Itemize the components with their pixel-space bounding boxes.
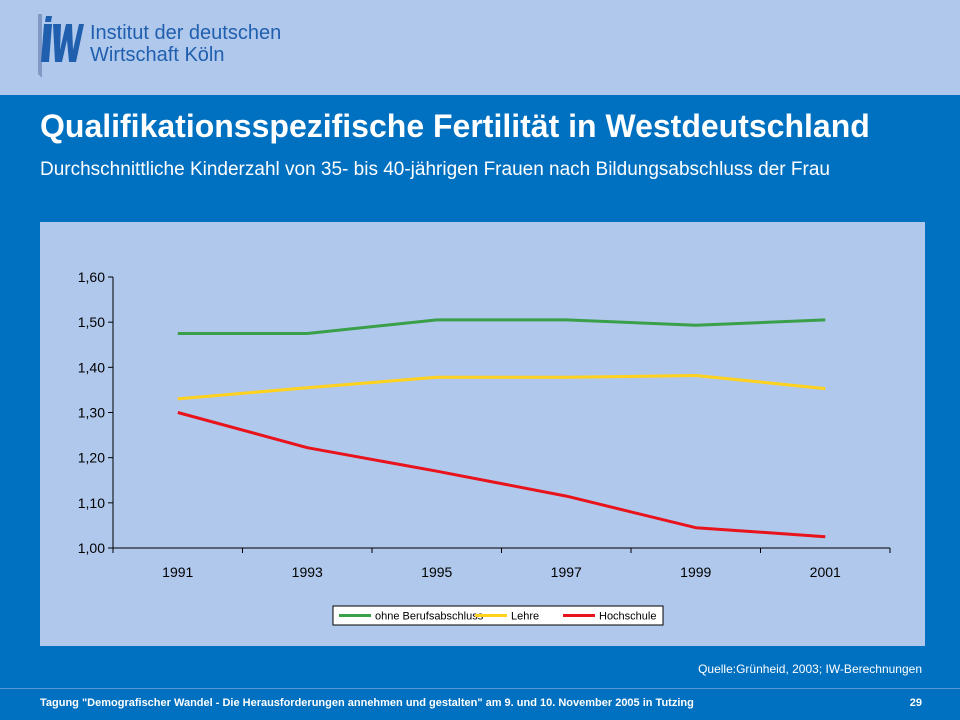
logo-text: Institut der deutschen Wirtschaft Köln (90, 22, 281, 66)
y-tick-label: 1,00 (78, 540, 105, 556)
legend-label-2: Lehre (511, 611, 539, 623)
y-tick-label: 1,60 (78, 269, 105, 285)
y-tick-label: 1,10 (78, 495, 105, 511)
series-line-2 (177, 374, 826, 401)
logo-line1: Institut der deutschen (90, 22, 282, 44)
x-tick-label: 1995 (421, 564, 452, 580)
series-line-3 (177, 411, 826, 539)
chart-panel: 1,00 1,10 1,20 1,30 1,40 1,50 1,60 1991 1993 1995… (40, 222, 925, 646)
legend-label-3: Hochschule (599, 611, 656, 623)
series-line-1 (177, 318, 826, 335)
x-tick-label: 1991 (162, 564, 193, 580)
page-title: Qualifikationsspezifische Fertilität in … (40, 108, 870, 144)
x-tick-label: 2001 (810, 564, 841, 580)
page-subtitle: Durchschnittliche Kinderzahl von 35- bis… (40, 159, 830, 180)
y-tick-label: 1,40 (78, 359, 105, 375)
x-tick-label: 1993 (292, 564, 323, 580)
y-tick-label: 1,50 (78, 314, 105, 330)
line-chart: 1,00 1,10 1,20 1,30 1,40 1,50 1,60 1991 1993 1995… (78, 269, 891, 626)
page-number: 29 (909, 697, 922, 709)
footer-text: Tagung "Demografischer Wandel - Die Hera… (40, 697, 694, 709)
y-tick-label: 1,30 (78, 405, 105, 421)
y-tick-label: 1,20 (78, 450, 105, 466)
x-tick-label: 1999 (680, 564, 711, 580)
header-band: Institut der deutschen Wirtschaft Köln (0, 0, 960, 95)
source-note: Quelle:Grünheid, 2003; IW-Berechnungen (698, 662, 922, 676)
x-tick-label: 1997 (551, 564, 582, 580)
legend-label-1: ohne Berufsabschluss (375, 611, 484, 623)
logo-line2: Wirtschaft Köln (90, 44, 225, 66)
iw-logo-icon (38, 14, 84, 78)
footer-divider (0, 688, 960, 689)
